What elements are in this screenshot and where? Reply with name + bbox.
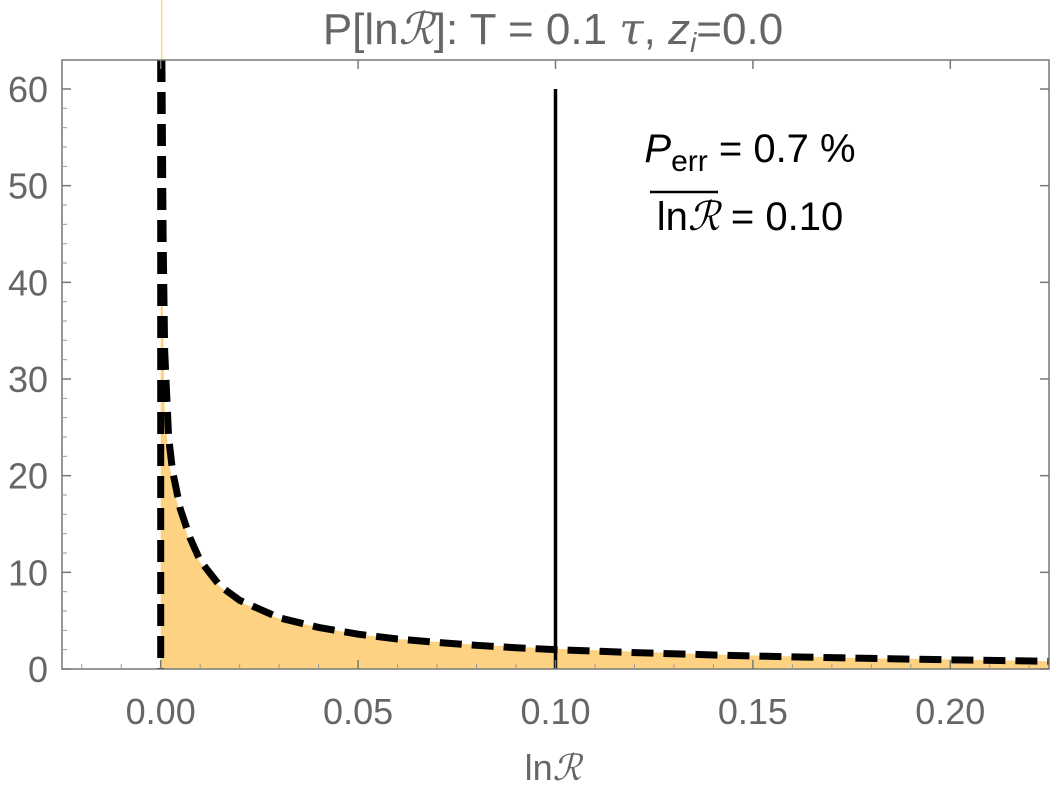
x-tick-label: 0.15 [718,691,788,732]
y-tick-label: 10 [8,552,48,593]
x-tick-label: 0.10 [520,691,590,732]
y-tick-label: 60 [8,69,48,110]
histogram-area [160,301,1049,669]
chart-title: P[lnℛ]: T = 0.1 τ, zi=0.0 [323,4,783,58]
x-axis-label: lnℛ [525,747,584,789]
vertical-lines [157,60,558,669]
histogram-bars [160,0,1049,669]
p-err-annotation: Perr = 0.7 % [644,127,855,178]
fit-curve-line [158,59,1050,665]
dashed-fit-curve [158,59,1050,665]
y-tick-label: 20 [8,456,48,497]
x-axis: 0.00 0.05 0.10 0.15 0.20 [81,60,1030,732]
y-tick-label: 50 [8,166,48,207]
y-tick-label: 30 [8,359,48,400]
x-tick-label: 0.20 [915,691,985,732]
x-tick-label: 0.00 [126,691,196,732]
x-tick-label: 0.05 [323,691,393,732]
y-axis: 0 10 20 30 40 50 60 [8,69,1049,690]
mean-annotation: lnℛ = 0.10 [657,194,844,240]
y-tick-label: 0 [28,649,48,690]
y-tick-label: 40 [8,262,48,303]
